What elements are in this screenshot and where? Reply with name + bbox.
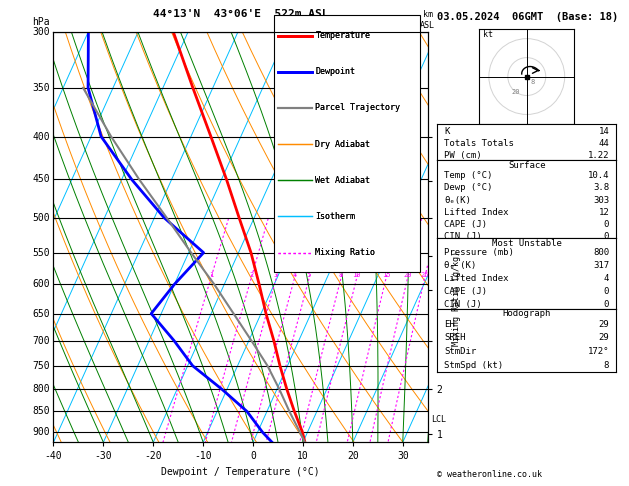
- Text: Surface: Surface: [508, 161, 545, 170]
- Text: 29: 29: [599, 320, 610, 329]
- Text: CIN (J): CIN (J): [444, 232, 482, 241]
- Text: LCL: LCL: [431, 415, 447, 424]
- Text: Parcel Trajectory: Parcel Trajectory: [315, 104, 401, 112]
- Text: Dry Adiabat: Dry Adiabat: [315, 139, 370, 149]
- Text: 303: 303: [593, 195, 610, 205]
- Text: 25: 25: [420, 272, 429, 278]
- Text: 500: 500: [32, 213, 50, 223]
- Text: 2: 2: [249, 272, 253, 278]
- Text: 0: 0: [604, 220, 610, 228]
- Text: 12: 12: [599, 208, 610, 217]
- Text: Mixing Ratio (g/kg): Mixing Ratio (g/kg): [452, 251, 460, 346]
- Text: 20: 20: [403, 272, 412, 278]
- Text: 4: 4: [292, 272, 297, 278]
- Text: Totals Totals: Totals Totals: [444, 139, 514, 148]
- Text: 3.8: 3.8: [593, 184, 610, 192]
- Text: 450: 450: [32, 174, 50, 185]
- Text: 400: 400: [32, 132, 50, 141]
- Text: 0: 0: [604, 300, 610, 309]
- Text: StmSpd (kt): StmSpd (kt): [444, 361, 503, 370]
- Text: 8: 8: [531, 79, 535, 85]
- Text: 03.05.2024  06GMT  (Base: 18): 03.05.2024 06GMT (Base: 18): [437, 12, 618, 22]
- Text: Temperature: Temperature: [315, 31, 370, 40]
- Text: 14: 14: [599, 127, 610, 136]
- Bar: [274, 15, 420, 272]
- Text: Mixing Ratio: Mixing Ratio: [315, 248, 376, 257]
- Text: EH: EH: [444, 320, 455, 329]
- Text: Isotherm: Isotherm: [315, 212, 355, 221]
- Text: CIN (J): CIN (J): [444, 300, 482, 309]
- Text: 600: 600: [32, 279, 50, 289]
- X-axis label: Dewpoint / Temperature (°C): Dewpoint / Temperature (°C): [161, 467, 320, 477]
- Text: 0: 0: [604, 232, 610, 241]
- Text: Hodograph: Hodograph: [503, 309, 551, 318]
- Text: 8: 8: [604, 361, 610, 370]
- Text: km
ASL: km ASL: [420, 10, 435, 30]
- Text: θₑ (K): θₑ (K): [444, 261, 477, 270]
- Text: 850: 850: [32, 406, 50, 417]
- Text: StmDir: StmDir: [444, 347, 477, 356]
- Text: 20: 20: [511, 88, 520, 95]
- Text: 700: 700: [32, 336, 50, 346]
- Text: kt: kt: [483, 30, 493, 39]
- Text: hPa: hPa: [32, 17, 50, 28]
- Text: Lifted Index: Lifted Index: [444, 208, 509, 217]
- Text: 44: 44: [599, 139, 610, 148]
- Text: SREH: SREH: [444, 333, 466, 343]
- Text: CAPE (J): CAPE (J): [444, 287, 487, 296]
- Text: CAPE (J): CAPE (J): [444, 220, 487, 228]
- Text: 44°13'N  43°06'E  522m ASL: 44°13'N 43°06'E 522m ASL: [153, 9, 328, 19]
- Text: Dewp (°C): Dewp (°C): [444, 184, 493, 192]
- Text: 15: 15: [382, 272, 390, 278]
- Text: Pressure (mb): Pressure (mb): [444, 248, 514, 257]
- Text: 1: 1: [209, 272, 213, 278]
- Text: 650: 650: [32, 309, 50, 319]
- Text: 10.4: 10.4: [587, 172, 610, 180]
- Text: Dewpoint: Dewpoint: [315, 68, 355, 76]
- Text: 29: 29: [599, 333, 610, 343]
- Text: 550: 550: [32, 248, 50, 258]
- Text: 350: 350: [32, 83, 50, 93]
- Text: Lifted Index: Lifted Index: [444, 274, 509, 283]
- Text: 1.22: 1.22: [587, 151, 610, 160]
- Text: Wet Adiabat: Wet Adiabat: [315, 176, 370, 185]
- Text: 900: 900: [32, 427, 50, 437]
- Text: Temp (°C): Temp (°C): [444, 172, 493, 180]
- Text: 4: 4: [604, 274, 610, 283]
- Text: Temperature: Temperature: [315, 31, 370, 40]
- Text: 0: 0: [604, 287, 610, 296]
- Text: 750: 750: [32, 361, 50, 371]
- Text: 300: 300: [32, 27, 50, 36]
- Text: 5: 5: [307, 272, 311, 278]
- Text: Dry Adiabat: Dry Adiabat: [315, 139, 370, 149]
- Text: K: K: [444, 127, 450, 136]
- Text: 3: 3: [274, 272, 278, 278]
- Text: Mixing Ratio: Mixing Ratio: [315, 248, 376, 257]
- Text: θₑ(K): θₑ(K): [444, 195, 471, 205]
- Text: Most Unstable: Most Unstable: [492, 239, 562, 247]
- Text: 172°: 172°: [587, 347, 610, 356]
- Text: PW (cm): PW (cm): [444, 151, 482, 160]
- Text: 800: 800: [593, 248, 610, 257]
- Text: Isotherm: Isotherm: [315, 212, 355, 221]
- Text: Wet Adiabat: Wet Adiabat: [315, 176, 370, 185]
- Text: 10: 10: [352, 272, 361, 278]
- Text: 8: 8: [339, 272, 343, 278]
- Text: 800: 800: [32, 384, 50, 394]
- Text: Parcel Trajectory: Parcel Trajectory: [315, 104, 401, 112]
- Text: Dewpoint: Dewpoint: [315, 68, 355, 76]
- Text: © weatheronline.co.uk: © weatheronline.co.uk: [437, 469, 542, 479]
- Text: 317: 317: [593, 261, 610, 270]
